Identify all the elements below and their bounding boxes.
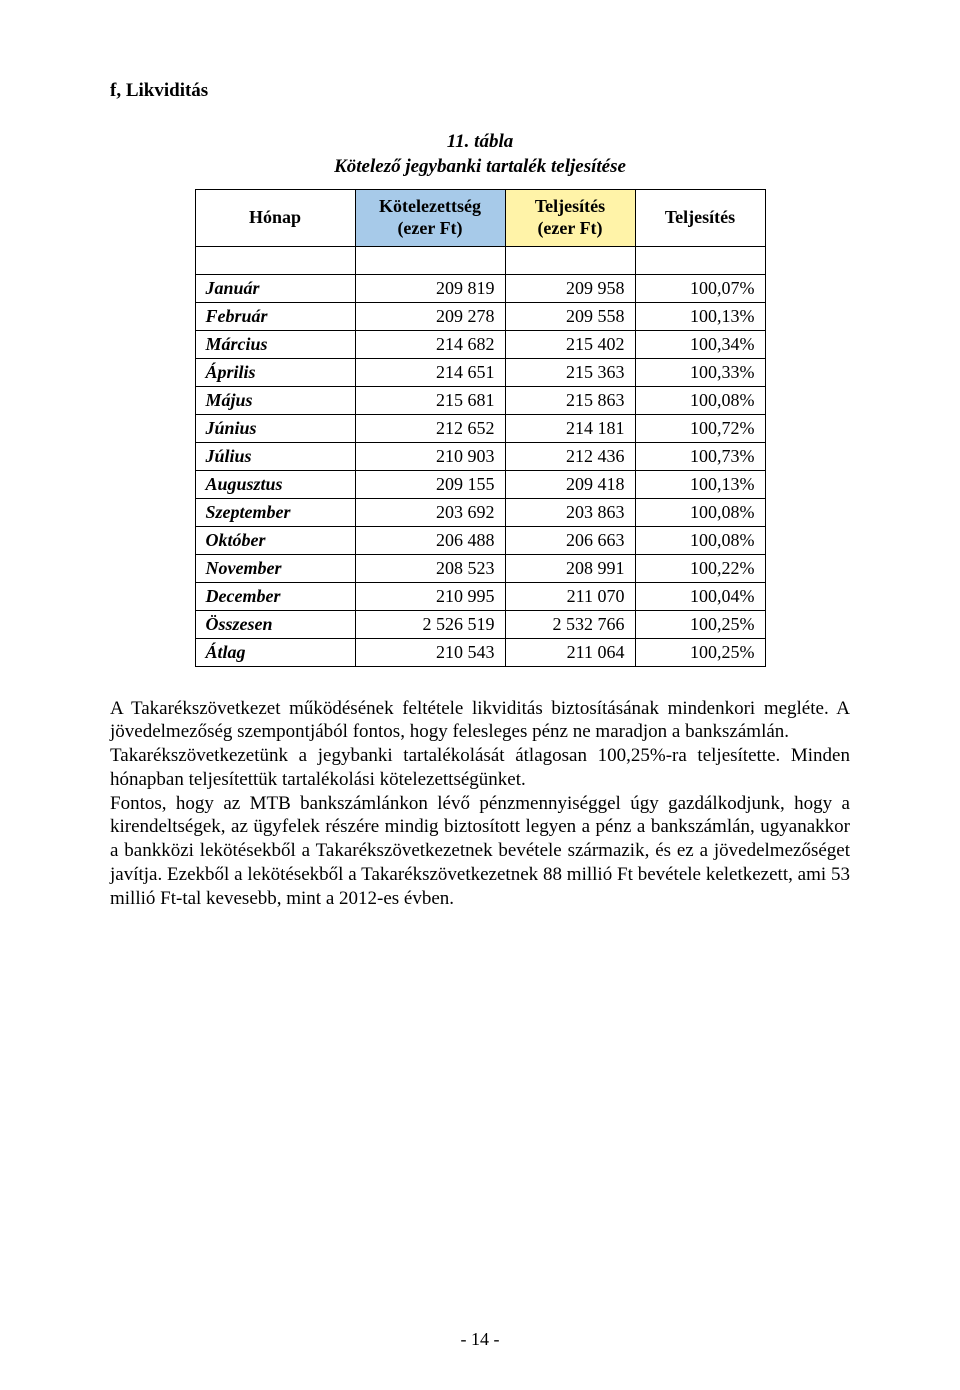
- row-kotelezettseg: 209 819: [355, 274, 505, 302]
- row-label: Október: [195, 526, 355, 554]
- section-title: f, Likviditás: [110, 80, 850, 102]
- row-percent: 100,13%: [635, 302, 765, 330]
- row-label: Átlag: [195, 638, 355, 666]
- paragraph-3: Fontos, hogy az MTB bankszámlánkon lévő …: [110, 792, 850, 911]
- row-percent: 100,07%: [635, 274, 765, 302]
- row-percent: 100,08%: [635, 498, 765, 526]
- row-percent: 100,73%: [635, 442, 765, 470]
- table-body: Január209 819209 958100,07%Február209 27…: [195, 246, 765, 666]
- row-teljesites: 212 436: [505, 442, 635, 470]
- paragraph-2: Takarékszövetkezetünk a jegybanki tartal…: [110, 744, 850, 792]
- row-label: Április: [195, 358, 355, 386]
- row-teljesites: 208 991: [505, 554, 635, 582]
- row-percent: 100,72%: [635, 414, 765, 442]
- table-spacer-row: [195, 246, 765, 274]
- row-percent: 100,08%: [635, 386, 765, 414]
- row-teljesites: 209 418: [505, 470, 635, 498]
- table-row: Augusztus209 155209 418100,13%: [195, 470, 765, 498]
- table-row: Június212 652214 181100,72%: [195, 414, 765, 442]
- row-kotelezettseg: 210 995: [355, 582, 505, 610]
- row-label: Július: [195, 442, 355, 470]
- header-teljesites-amount: Teljesítés (ezer Ft): [505, 190, 635, 246]
- row-label: Február: [195, 302, 355, 330]
- row-kotelezettseg: 206 488: [355, 526, 505, 554]
- row-label: Összesen: [195, 610, 355, 638]
- table-row: Április214 651215 363100,33%: [195, 358, 765, 386]
- table-title-line2: Kötelező jegybanki tartalék teljesítése: [334, 156, 626, 177]
- row-kotelezettseg: 210 543: [355, 638, 505, 666]
- row-kotelezettseg: 212 652: [355, 414, 505, 442]
- row-teljesites: 209 558: [505, 302, 635, 330]
- row-teljesites: 215 402: [505, 330, 635, 358]
- row-kotelezettseg: 208 523: [355, 554, 505, 582]
- row-teljesites: 211 070: [505, 582, 635, 610]
- row-kotelezettseg: 209 155: [355, 470, 505, 498]
- row-percent: 100,34%: [635, 330, 765, 358]
- data-table: Hónap Kötelezettség (ezer Ft) Teljesítés…: [195, 189, 766, 666]
- row-label: Március: [195, 330, 355, 358]
- row-percent: 100,22%: [635, 554, 765, 582]
- table-row: December210 995211 070100,04%: [195, 582, 765, 610]
- table-title: 11. tábla Kötelező jegybanki tartalék te…: [110, 130, 850, 179]
- row-teljesites: 2 532 766: [505, 610, 635, 638]
- row-percent: 100,25%: [635, 638, 765, 666]
- header-kotelezettseg: Kötelezettség (ezer Ft): [355, 190, 505, 246]
- table-row: Május215 681215 863100,08%: [195, 386, 765, 414]
- row-percent: 100,33%: [635, 358, 765, 386]
- body-text: A Takarékszövetkezet működésének feltéte…: [110, 697, 850, 911]
- row-kotelezettseg: 209 278: [355, 302, 505, 330]
- row-teljesites: 214 181: [505, 414, 635, 442]
- row-percent: 100,08%: [635, 526, 765, 554]
- row-percent: 100,25%: [635, 610, 765, 638]
- row-percent: 100,13%: [635, 470, 765, 498]
- table-wrap: Hónap Kötelezettség (ezer Ft) Teljesítés…: [110, 189, 850, 666]
- header-kot-l1: Kötelezettség: [379, 196, 481, 216]
- table-row: Február209 278209 558100,13%: [195, 302, 765, 330]
- row-kotelezettseg: 215 681: [355, 386, 505, 414]
- row-kotelezettseg: 203 692: [355, 498, 505, 526]
- row-teljesites: 211 064: [505, 638, 635, 666]
- table-row: Szeptember203 692203 863100,08%: [195, 498, 765, 526]
- row-kotelezettseg: 210 903: [355, 442, 505, 470]
- row-teljesites: 215 363: [505, 358, 635, 386]
- table-row: Március214 682215 402100,34%: [195, 330, 765, 358]
- row-teljesites: 206 663: [505, 526, 635, 554]
- header-telj1-l2: (ezer Ft): [537, 218, 602, 238]
- row-label: Május: [195, 386, 355, 414]
- row-label: Június: [195, 414, 355, 442]
- table-row: Október206 488206 663100,08%: [195, 526, 765, 554]
- row-percent: 100,04%: [635, 582, 765, 610]
- row-label: Január: [195, 274, 355, 302]
- row-kotelezettseg: 214 651: [355, 358, 505, 386]
- table-row: Július210 903212 436100,73%: [195, 442, 765, 470]
- table-row: Átlag210 543211 064100,25%: [195, 638, 765, 666]
- header-kot-l2: (ezer Ft): [397, 218, 462, 238]
- header-teljesites-pct: Teljesítés: [635, 190, 765, 246]
- row-kotelezettseg: 2 526 519: [355, 610, 505, 638]
- row-label: Augusztus: [195, 470, 355, 498]
- row-teljesites: 209 958: [505, 274, 635, 302]
- row-label: Szeptember: [195, 498, 355, 526]
- row-kotelezettseg: 214 682: [355, 330, 505, 358]
- table-row: November208 523208 991100,22%: [195, 554, 765, 582]
- table-row: Január209 819209 958100,07%: [195, 274, 765, 302]
- row-label: November: [195, 554, 355, 582]
- table-header-row: Hónap Kötelezettség (ezer Ft) Teljesítés…: [195, 190, 765, 246]
- paragraph-1: A Takarékszövetkezet működésének feltéte…: [110, 697, 850, 745]
- row-label: December: [195, 582, 355, 610]
- header-telj1-l1: Teljesítés: [535, 196, 605, 216]
- table-title-line1: 11. tábla: [447, 131, 514, 152]
- row-teljesites: 215 863: [505, 386, 635, 414]
- page-number: - 14 -: [0, 1329, 960, 1350]
- row-teljesites: 203 863: [505, 498, 635, 526]
- table-row: Összesen2 526 5192 532 766100,25%: [195, 610, 765, 638]
- header-month: Hónap: [195, 190, 355, 246]
- page: f, Likviditás 11. tábla Kötelező jegyban…: [0, 0, 960, 1390]
